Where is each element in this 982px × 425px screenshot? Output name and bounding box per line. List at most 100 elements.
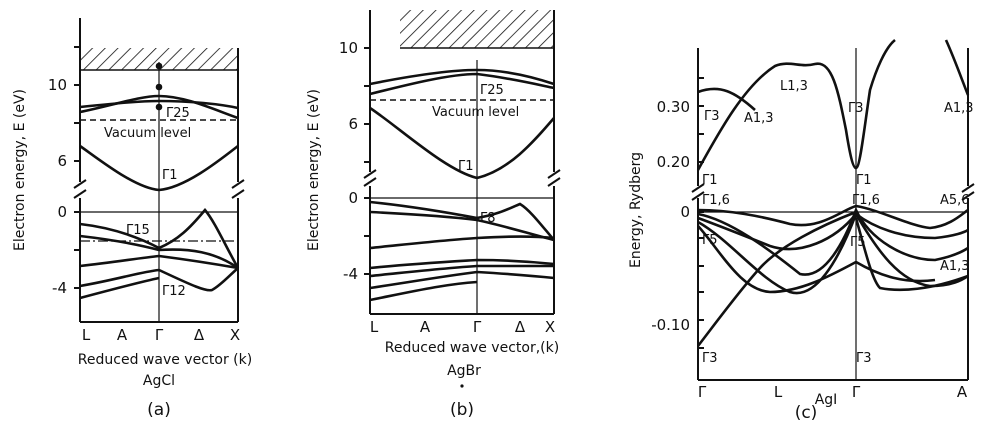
panel-a-caption: (a) [147, 400, 171, 420]
panel-b-xtick-gamma: Γ [473, 318, 482, 336]
panel-a-conduction-bands [79, 94, 239, 192]
panel-b-conduction-bands [369, 68, 555, 180]
panel-b-band-v5 [369, 264, 554, 278]
panel-a-band-g1 [79, 144, 239, 192]
panel-c-label-a13-left: A1,3 [744, 111, 774, 126]
panel-b-band-v1 [369, 200, 555, 241]
panel-c-band-c3 [944, 39, 970, 96]
panel-b-band-v7 [369, 280, 478, 302]
panel-b-xtick-x: X [545, 318, 555, 336]
panel-c-band-v6 [697, 225, 936, 294]
panel-a-xlabel: Reduced wave vector (k) [78, 352, 252, 368]
panel-c-ylabel: Energy, Rydberg [628, 152, 644, 268]
panel-b-band-g25 [369, 68, 555, 86]
panel-a-valence-bands [79, 207, 240, 300]
panel-a-continuum-hatch [80, 48, 238, 70]
panel-b-valence-bands [369, 200, 555, 302]
panel-c-band-v7 [854, 217, 969, 292]
panel-c-valence-bands [696, 204, 969, 347]
panel-b-band-v3 [369, 235, 555, 250]
panel-b-y-axis [363, 10, 377, 314]
panel-a-label-g25: Γ25 [166, 106, 190, 121]
panel-a-band-upper [79, 99, 239, 110]
panel-c-band-c1 [696, 38, 896, 171]
panel-b-xlabel: Reduced wave vector,(k) [385, 340, 559, 356]
panel-c-label-g16-mid: Γ1,6 [852, 193, 880, 208]
panel-c-label-l13: L1,3 [780, 79, 808, 94]
panel-c-ytick-020: 0.20 [657, 153, 690, 171]
panel-a-band-v4 [79, 267, 239, 292]
panel-b-ytick-6: 6 [348, 115, 358, 133]
panel-a-label-vacuum: Vacuum level [104, 126, 191, 141]
panel-b-label-vacuum: Vacuum level [432, 105, 519, 120]
panel-a-band-g25 [79, 94, 239, 120]
panel-a-band-v2 [79, 234, 239, 270]
panel-c-xtick-l: L [774, 383, 783, 401]
panel-a-label-g12: Γ12 [162, 284, 186, 299]
panel-a-y-axis [73, 18, 87, 322]
panel-c-ytick-0: 0 [680, 203, 690, 221]
panel-c-label-g3-top: Γ3 [704, 109, 720, 124]
panel-b-band-v6 [369, 270, 555, 290]
panel-c-ytick-neg010: -0.10 [651, 316, 690, 334]
panel-a-ytick-10: 10 [48, 76, 67, 94]
panel-b-xtick-a: A [420, 318, 431, 336]
panel-a-xtick-a: A [117, 326, 128, 344]
panel-b-band-v2 [369, 210, 555, 242]
panel-a-xtick-gamma: Γ [155, 326, 164, 344]
panel-c-ytick-030: 0.30 [657, 98, 690, 116]
panel-a-material: AgCl [143, 373, 175, 389]
panel-a-ylabel: Electron energy, E (eV) [12, 89, 28, 251]
panel-c-label-a13-low: A1,3 [940, 259, 970, 274]
panel-c-xtick-gamma-mid: Γ [852, 383, 861, 401]
panel-a-ytick-neg4: -4 [52, 279, 67, 297]
panel-a-xtick-delta: Δ [194, 326, 205, 344]
panel-b-band-v4 [369, 258, 555, 270]
panel-b-dot [460, 384, 464, 388]
panel-a-xtick-l: L [82, 326, 91, 344]
panel-b-material: AgBr [447, 363, 481, 379]
panel-b-caption: (b) [450, 400, 474, 420]
panel-c-band-c2 [697, 87, 756, 111]
panel-c-xtick-gamma-left: Γ [698, 383, 707, 401]
panel-c-right-border [961, 48, 975, 380]
panel-c: Energy, Rydberg 0.30 0.20 0 -0.10 Γ L Γ … [628, 38, 975, 423]
panel-b: Electron energy, E (eV) 10 6 0 -4 L A Γ … [306, 10, 561, 420]
panel-a-right-border [231, 48, 245, 322]
panel-a-band-v1 [79, 207, 240, 269]
panel-b-label-g1: Γ1 [458, 159, 474, 174]
panel-a-ytick-0: 0 [57, 203, 67, 221]
panel-b-ylabel: Electron energy, E (eV) [306, 89, 322, 251]
panel-a-ytick-6: 6 [57, 152, 67, 170]
panel-c-y-axis [691, 48, 705, 380]
panel-b-xtick-delta: Δ [515, 318, 526, 336]
panel-c-band-v1 [697, 204, 969, 230]
panel-c-label-g16-left: Γ1,6 [702, 193, 730, 208]
panel-a-band-v3 [79, 254, 239, 270]
panel-c-label-a13-right: A1,3 [944, 101, 974, 116]
panel-a-gamma-dots [155, 62, 163, 111]
panel-c-conduction-bands [696, 38, 970, 171]
panel-a-xtick-x: X [230, 326, 240, 344]
panel-c-band-v5 [696, 210, 857, 347]
panel-b-label-g25: Γ25 [480, 83, 504, 98]
panel-b-continuum-hatch [400, 10, 554, 48]
panel-a: Electron energy, E (eV) 10 6 0 -4 L A Γ … [12, 18, 252, 420]
panel-c-material: AgI [815, 392, 838, 408]
panel-c-caption: (c) [795, 403, 818, 423]
panel-b-ytick-10: 10 [339, 39, 358, 57]
panel-c-label-g3-bl: Γ3 [702, 351, 718, 366]
panel-b-band-g1 [369, 106, 555, 180]
panel-c-label-g3-mid: Γ3 [848, 101, 864, 116]
panel-a-band-v5 [79, 276, 160, 300]
panel-c-label-g5-mid: Γ5 [850, 235, 866, 250]
panel-c-label-g1-left: Γ1 [702, 173, 718, 188]
panel-b-label-g8: Γ8 [480, 211, 496, 226]
panel-a-label-g15: Γ15 [126, 223, 150, 238]
panel-a-label-g1: Γ1 [162, 168, 178, 183]
panel-b-xtick-l: L [370, 318, 379, 336]
panel-b-band-upper [369, 72, 555, 96]
panel-c-label-g5-left: Γ5 [702, 233, 718, 248]
panel-c-label-g1-mid: Γ1 [856, 173, 872, 188]
